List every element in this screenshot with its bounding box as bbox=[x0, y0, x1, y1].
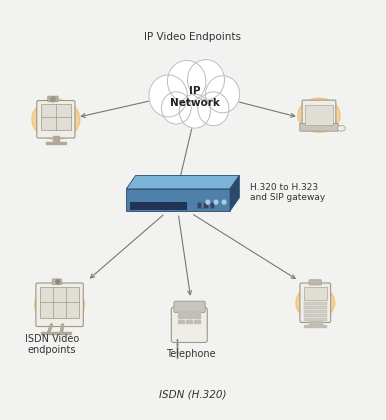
Circle shape bbox=[222, 200, 226, 204]
Circle shape bbox=[179, 94, 210, 128]
FancyBboxPatch shape bbox=[48, 96, 58, 102]
Circle shape bbox=[168, 60, 206, 102]
Bar bbox=[195, 320, 200, 323]
Circle shape bbox=[214, 200, 218, 204]
FancyBboxPatch shape bbox=[300, 123, 338, 131]
Bar bbox=[304, 310, 327, 313]
Bar bbox=[304, 314, 327, 317]
Bar bbox=[46, 142, 66, 144]
Bar bbox=[195, 315, 200, 318]
Bar bbox=[182, 309, 197, 318]
Text: IP
Network: IP Network bbox=[170, 86, 220, 108]
Circle shape bbox=[198, 92, 229, 126]
FancyBboxPatch shape bbox=[52, 279, 62, 285]
Text: H.320 to H.323
and SIP gateway: H.320 to H.323 and SIP gateway bbox=[251, 183, 326, 202]
Ellipse shape bbox=[337, 126, 345, 131]
FancyBboxPatch shape bbox=[130, 202, 187, 210]
FancyBboxPatch shape bbox=[36, 283, 83, 326]
FancyBboxPatch shape bbox=[174, 301, 205, 312]
FancyBboxPatch shape bbox=[300, 283, 331, 323]
Bar bbox=[304, 318, 327, 321]
FancyBboxPatch shape bbox=[37, 100, 75, 138]
Bar bbox=[304, 287, 327, 299]
FancyBboxPatch shape bbox=[203, 202, 208, 208]
Bar bbox=[304, 326, 327, 327]
Circle shape bbox=[56, 280, 59, 284]
Ellipse shape bbox=[35, 284, 85, 326]
Bar bbox=[309, 321, 322, 326]
Text: ISDN Video
endpoints: ISDN Video endpoints bbox=[25, 334, 79, 355]
FancyBboxPatch shape bbox=[171, 307, 207, 342]
Text: IP Video Endpoints: IP Video Endpoints bbox=[144, 32, 242, 42]
Bar bbox=[195, 311, 200, 314]
Circle shape bbox=[51, 97, 55, 102]
FancyBboxPatch shape bbox=[309, 280, 322, 285]
FancyBboxPatch shape bbox=[210, 202, 215, 208]
FancyBboxPatch shape bbox=[126, 189, 230, 211]
Text: ISDN (H.320): ISDN (H.320) bbox=[159, 389, 227, 399]
Bar bbox=[178, 311, 184, 314]
Bar bbox=[40, 286, 79, 318]
Ellipse shape bbox=[32, 99, 80, 139]
Text: Telephone: Telephone bbox=[166, 349, 216, 359]
Bar bbox=[186, 311, 192, 314]
Bar bbox=[53, 136, 59, 143]
Circle shape bbox=[188, 60, 225, 100]
Polygon shape bbox=[126, 176, 239, 189]
Circle shape bbox=[206, 200, 210, 204]
Bar bbox=[304, 306, 327, 309]
Circle shape bbox=[206, 76, 240, 113]
FancyBboxPatch shape bbox=[197, 202, 201, 208]
Bar bbox=[305, 105, 332, 125]
Bar bbox=[41, 104, 71, 129]
Bar bbox=[186, 320, 192, 323]
Bar bbox=[41, 332, 71, 334]
Bar bbox=[186, 315, 192, 318]
Bar bbox=[304, 302, 327, 305]
Bar bbox=[178, 320, 184, 323]
Bar bbox=[178, 315, 184, 318]
Ellipse shape bbox=[296, 286, 335, 320]
Circle shape bbox=[161, 92, 191, 124]
FancyBboxPatch shape bbox=[302, 100, 336, 129]
Ellipse shape bbox=[298, 98, 340, 132]
Polygon shape bbox=[230, 176, 239, 211]
Circle shape bbox=[149, 75, 188, 117]
